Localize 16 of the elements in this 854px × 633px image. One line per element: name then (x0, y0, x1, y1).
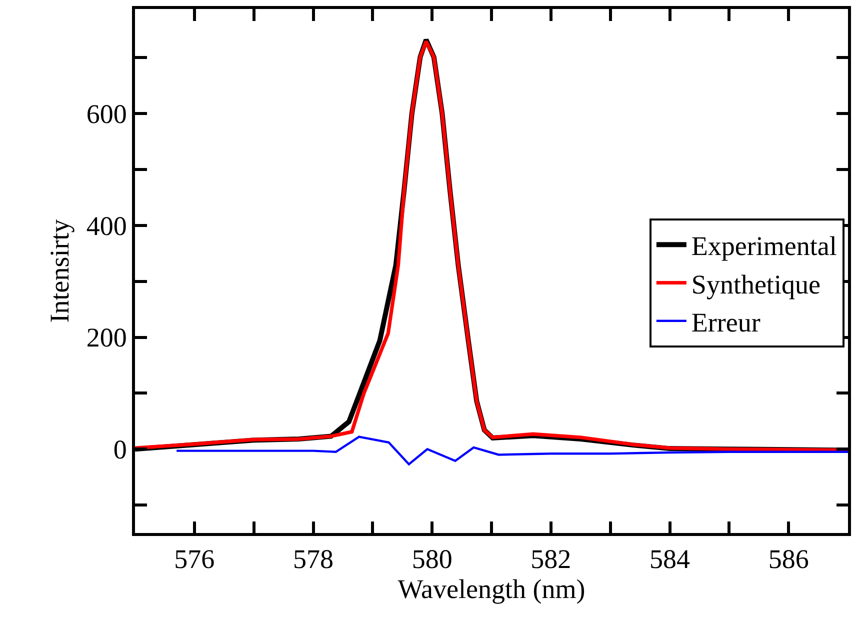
legend-label: Erreur (691, 307, 760, 338)
x-tick-label: 586 (768, 544, 809, 574)
x-axis-title: Wavelength (nm) (398, 574, 586, 604)
x-tick-label: 582 (530, 544, 572, 574)
y-tick-label: 400 (86, 210, 127, 241)
x-tick-label: 584 (650, 544, 690, 574)
x-tick-label: 576 (174, 544, 215, 574)
legend-label: Experimental (691, 231, 837, 262)
line-series (175, 436, 848, 466)
x-tick-label: 580 (412, 544, 452, 574)
y-axis-title: Intensirty (44, 218, 74, 323)
y-tick-label: 200 (86, 322, 127, 353)
legend-label: Synthetique (691, 269, 820, 300)
y-tick-label: 600 (86, 99, 127, 130)
y-tick-label: 0 (113, 434, 127, 465)
x-tick-label: 578 (293, 544, 334, 574)
